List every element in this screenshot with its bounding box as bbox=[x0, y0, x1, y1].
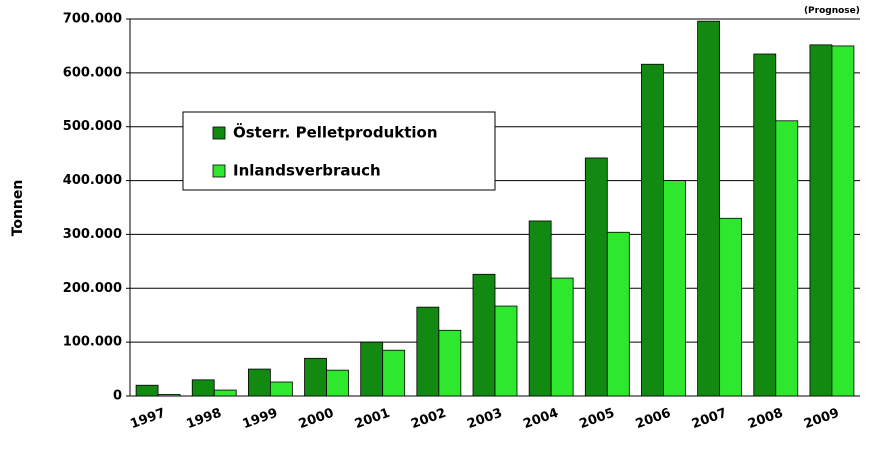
y-tick-label: 0 bbox=[113, 389, 122, 404]
bar bbox=[775, 120, 799, 397]
x-tick-label: 2002 bbox=[409, 406, 448, 432]
x-tick-label: 2001 bbox=[353, 406, 392, 432]
x-tick-label: 2003 bbox=[465, 406, 504, 432]
bar bbox=[663, 180, 686, 397]
x-tick-label: 2000 bbox=[297, 406, 336, 432]
x-tick-label: 1998 bbox=[184, 406, 223, 432]
legend-swatch bbox=[212, 164, 226, 178]
bar bbox=[416, 306, 440, 397]
legend-label: Inlandsverbrauch bbox=[233, 162, 381, 180]
bar bbox=[641, 63, 664, 397]
y-tick-label: 100.000 bbox=[63, 335, 122, 350]
bar bbox=[494, 305, 518, 397]
x-tick-label: 2005 bbox=[578, 406, 617, 432]
y-tick-label: 500.000 bbox=[63, 119, 122, 134]
bar bbox=[360, 341, 384, 397]
bar bbox=[304, 357, 327, 397]
x-tick-label: 2006 bbox=[634, 406, 673, 432]
bar bbox=[157, 393, 181, 397]
bar bbox=[326, 369, 349, 397]
legend-swatch bbox=[212, 126, 226, 140]
y-tick-label: 400.000 bbox=[63, 173, 122, 188]
bar bbox=[719, 217, 743, 397]
bar bbox=[191, 379, 215, 397]
y-axis-title: Tonnen bbox=[10, 180, 26, 237]
x-tick-label: 2009 bbox=[802, 406, 841, 432]
bar bbox=[584, 157, 608, 397]
y-tick-label: 200.000 bbox=[63, 281, 122, 296]
bar bbox=[550, 277, 574, 397]
bar bbox=[697, 20, 721, 397]
bar bbox=[472, 273, 496, 397]
x-tick-label: 1999 bbox=[241, 406, 280, 432]
annotation: (Prognose) bbox=[804, 6, 860, 16]
bar bbox=[269, 381, 293, 397]
bar bbox=[753, 53, 777, 397]
y-tick-label: 700.000 bbox=[63, 12, 122, 27]
bar bbox=[247, 368, 271, 397]
bar bbox=[382, 349, 406, 397]
bar bbox=[528, 220, 552, 397]
x-tick-label: 1997 bbox=[128, 406, 167, 432]
y-tick-label: 300.000 bbox=[63, 227, 122, 242]
y-tick-label: 600.000 bbox=[63, 65, 122, 80]
bar bbox=[606, 231, 630, 397]
x-tick-label: 2007 bbox=[690, 406, 729, 432]
bar bbox=[438, 329, 462, 397]
legend-label: Österr. Pelletproduktion bbox=[233, 123, 438, 142]
bar bbox=[135, 384, 159, 397]
x-tick-label: 2008 bbox=[746, 406, 785, 432]
bar bbox=[213, 389, 237, 397]
bar bbox=[831, 45, 855, 397]
x-tick-label: 2004 bbox=[521, 406, 560, 432]
bar bbox=[809, 44, 833, 397]
legend-box bbox=[182, 111, 496, 191]
